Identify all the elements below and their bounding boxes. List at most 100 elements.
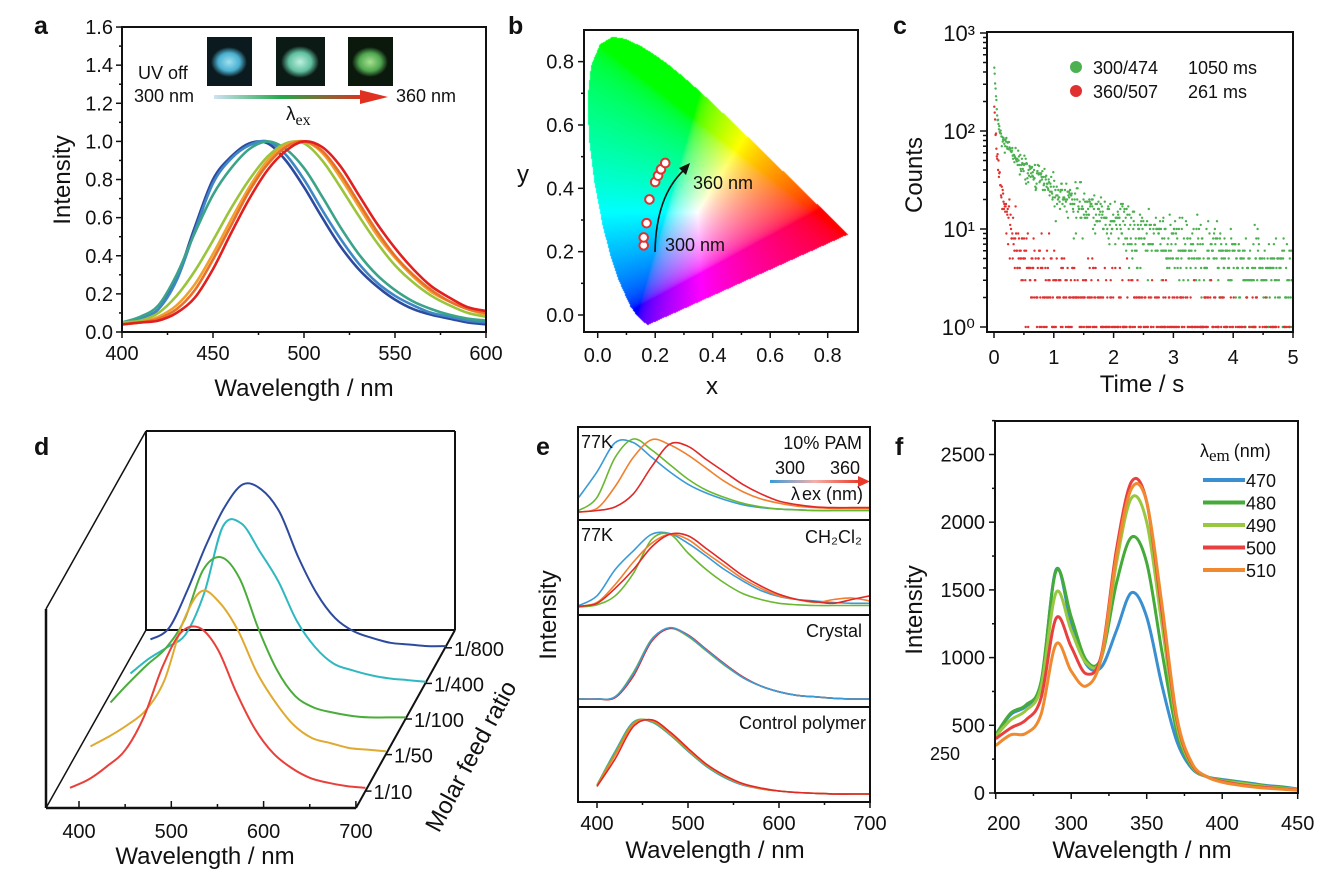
decay-count-point xyxy=(1217,325,1220,329)
panel-e-y-axis-title: Intensity xyxy=(535,570,562,659)
decay-count-point xyxy=(1122,243,1125,246)
decay-count-point xyxy=(1226,325,1229,329)
decay-count-point xyxy=(1126,213,1129,216)
decay-count-point xyxy=(1098,213,1101,216)
decay-count-point xyxy=(1256,227,1259,231)
decay-count-point xyxy=(1081,237,1084,240)
decay-count-point xyxy=(1066,266,1069,270)
decay-count-point xyxy=(1045,174,1048,177)
decay-count-point xyxy=(1217,279,1220,282)
panel-c-chart: 10⁰ 10¹ 10² 10³ 0 1 2 3 4 5 300/474 1050 ms 360/507 2… xyxy=(942,21,1299,369)
decay-count-point xyxy=(1140,237,1143,240)
decay-count-point xyxy=(994,95,998,98)
x-tick-label: 600 xyxy=(247,821,280,843)
decay-count-point xyxy=(1058,200,1061,203)
decay-count-point xyxy=(1040,178,1044,181)
decay-count-point xyxy=(1122,210,1126,213)
decay-count-point xyxy=(1055,202,1059,206)
decay-count-point xyxy=(1052,171,1055,174)
decay-count-point xyxy=(1022,237,1026,240)
x-tick-label: 4 xyxy=(1228,347,1239,369)
decay-count-point xyxy=(1126,296,1129,299)
decay-count-point xyxy=(1037,164,1041,168)
decay-count-point xyxy=(1223,237,1226,240)
decay-count-point xyxy=(1285,296,1288,299)
decay-count-point xyxy=(1003,202,1006,206)
decay-count-point xyxy=(1091,227,1095,231)
panel-f-chart: 0 500 1000 1500 2000 2500 200 300 350 400 450 470 48… xyxy=(941,419,1314,835)
decay-count-point xyxy=(1254,257,1258,260)
decay-count-point xyxy=(1089,325,1092,329)
x-tick-label: 200 xyxy=(987,813,1020,835)
decay-count-point xyxy=(1166,257,1170,260)
decay-count-point xyxy=(1084,210,1088,213)
decay-count-point xyxy=(1013,266,1016,270)
y-tick-label: 1.6 xyxy=(85,17,113,39)
decay-count-point xyxy=(1053,196,1057,199)
decay-count-point xyxy=(1064,325,1068,329)
decay-count-point xyxy=(1131,325,1135,329)
decay-count-point xyxy=(1176,296,1179,299)
decay-count-point xyxy=(1036,296,1039,299)
decay-count-point xyxy=(1033,177,1036,180)
decay-count-point xyxy=(1133,223,1136,227)
decay-count-point xyxy=(1066,216,1070,219)
decay-count-point xyxy=(1017,232,1020,235)
decay-count-point xyxy=(1216,237,1219,240)
decay-count-point xyxy=(1277,325,1280,329)
decay-count-point xyxy=(1104,279,1108,282)
decay-count-point xyxy=(1051,198,1054,201)
decay-count-point xyxy=(1220,257,1223,260)
decay-count-point xyxy=(1117,237,1120,240)
decay-count-point xyxy=(1017,159,1020,162)
decay-count-point xyxy=(1129,223,1132,227)
decay-count-point xyxy=(1200,296,1203,299)
decay-count-point xyxy=(1188,257,1191,260)
decay-count-point xyxy=(1095,325,1098,329)
decay-count-point xyxy=(1073,202,1076,206)
decay-count-point xyxy=(1016,157,1019,160)
panel-b-chart: 0.0 0.2 0.4 0.6 0.8 0.0 0.2 0.4 0.6 0.8 xyxy=(546,29,859,367)
decay-count-point xyxy=(1109,296,1113,299)
decay-count-point xyxy=(1157,296,1161,299)
decay-count-point xyxy=(1043,296,1046,299)
y-tick-label: 0 xyxy=(974,783,985,805)
decay-count-point xyxy=(1022,169,1025,173)
decay-count-point xyxy=(1173,266,1176,270)
decay-count-point xyxy=(1042,182,1046,185)
decay-count-point xyxy=(1077,205,1080,208)
decay-count-point xyxy=(1014,232,1018,235)
decay-count-point xyxy=(1234,296,1238,299)
panel-c-y-axis-title: Counts xyxy=(901,137,928,213)
decay-count-point xyxy=(1082,325,1086,329)
decay-count-point xyxy=(1285,243,1289,246)
x-tick-label: 400 xyxy=(1206,813,1239,835)
decay-count-point xyxy=(1181,325,1184,329)
legend-entry: 480 xyxy=(1203,494,1276,514)
decay-count-point xyxy=(1225,243,1228,246)
decay-count-point xyxy=(1073,266,1076,270)
decay-count-point xyxy=(1189,237,1192,240)
decay-count-point xyxy=(1091,198,1094,201)
decay-count-point xyxy=(1232,296,1235,299)
decay-count-point xyxy=(1195,227,1198,231)
decay-count-point xyxy=(1118,223,1122,227)
decay-count-point xyxy=(1269,266,1273,270)
decay-count-point xyxy=(1176,257,1180,260)
decay-count-point xyxy=(1241,249,1245,252)
decay-count-point xyxy=(1125,207,1128,211)
decay-count-point xyxy=(1108,325,1112,329)
decay-count-point xyxy=(1220,325,1223,329)
decay-count-point xyxy=(1047,178,1050,181)
decay-count-point xyxy=(1193,257,1196,260)
decay-count-point xyxy=(1156,249,1159,252)
decay-count-point xyxy=(1145,223,1148,227)
decay-count-point xyxy=(1085,325,1089,329)
decay-count-point xyxy=(1103,266,1107,270)
decay-count-point xyxy=(1199,266,1203,270)
decay-count-point xyxy=(1071,202,1074,206)
decay-count-point xyxy=(1080,216,1083,219)
decay-count-point xyxy=(1150,249,1153,252)
decay-count-point xyxy=(1134,243,1137,246)
decay-count-point xyxy=(1279,266,1282,270)
